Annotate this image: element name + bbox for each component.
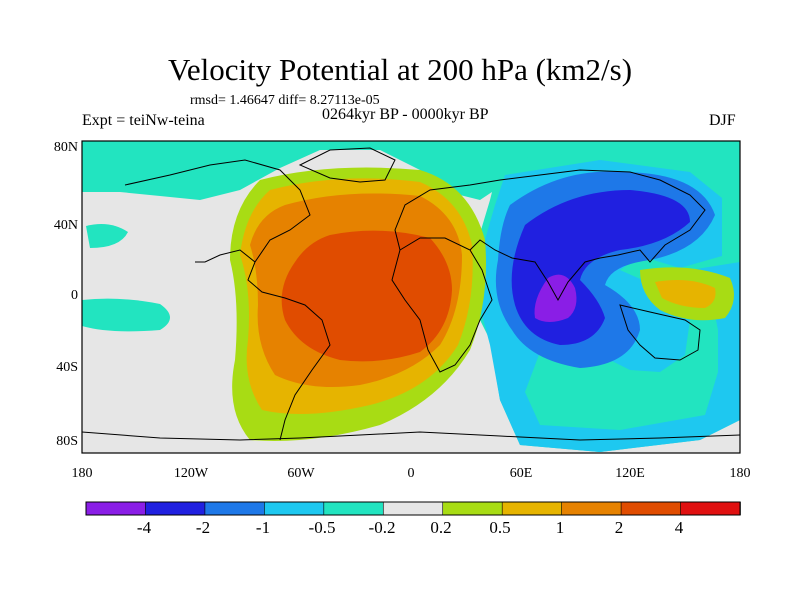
lat-tick-label: 40S [56, 360, 78, 375]
lon-tick-label: 120E [615, 466, 645, 481]
map-frame [81, 140, 741, 454]
colorbar-label: -0.2 [368, 518, 396, 537]
lon-tick-label: 60W [287, 466, 315, 481]
colorbar-label: 1 [555, 518, 565, 537]
colorbar-swatch [680, 501, 741, 516]
lat-tick-label: 0 [71, 288, 78, 303]
colorbar-swatch [204, 501, 266, 516]
colorbar-label: -2 [195, 518, 211, 537]
colorbar-swatch [145, 501, 206, 516]
colorbar-label: -4 [136, 518, 152, 537]
lat-tick-label: 80S [56, 434, 78, 449]
figure-title: Velocity Potential at 200 hPa (km2/s) [167, 52, 633, 87]
pos-zone-west-pacific-inner [655, 280, 716, 308]
lat-tick-label: 80N [53, 140, 78, 155]
experiment-label: Expt = teiNw-teina [82, 112, 205, 129]
rmsd-diff-label: rmsd= 1.46647 diff= 8.27113e-05 [190, 93, 380, 108]
colorbar-swatch [442, 501, 503, 516]
pos-zone-2 [281, 230, 452, 362]
lon-tick-label: 180 [71, 466, 93, 481]
colorbar-label: 0.2 [430, 518, 452, 537]
colorbar-label: -0.5 [308, 518, 336, 537]
lon-tick-label: 0 [407, 466, 415, 481]
contour-field [82, 141, 740, 453]
colorbar-swatch [323, 501, 385, 516]
lon-tick-label: 120W [173, 466, 209, 481]
colorbar-swatch [382, 501, 444, 516]
colorbar-swatch [264, 501, 325, 516]
colorbar-swatch [501, 501, 563, 516]
colorbar-swatch [85, 501, 147, 516]
lon-tick-label: 60E [509, 466, 533, 481]
lat-tick-label: 40N [53, 218, 78, 233]
lon-tick-label: 180 [729, 466, 751, 481]
colorbar-swatch [620, 501, 682, 516]
period-label: 0264kyr BP - 0000kyr BP [322, 106, 489, 123]
colorbar-label: 0.5 [489, 518, 511, 537]
neg-zone-0.2-east-pacific [82, 298, 170, 332]
colorbar-label: 4 [674, 518, 684, 537]
colorbar-label: -1 [255, 518, 271, 537]
season-label: DJF [709, 112, 736, 129]
coastlines [82, 147, 740, 441]
colorbar-label: 2 [614, 518, 624, 537]
colorbar-swatch [561, 501, 622, 516]
neg-zone-0.2-east-pacific-2 [86, 224, 128, 248]
colorbar-frame [85, 501, 741, 516]
